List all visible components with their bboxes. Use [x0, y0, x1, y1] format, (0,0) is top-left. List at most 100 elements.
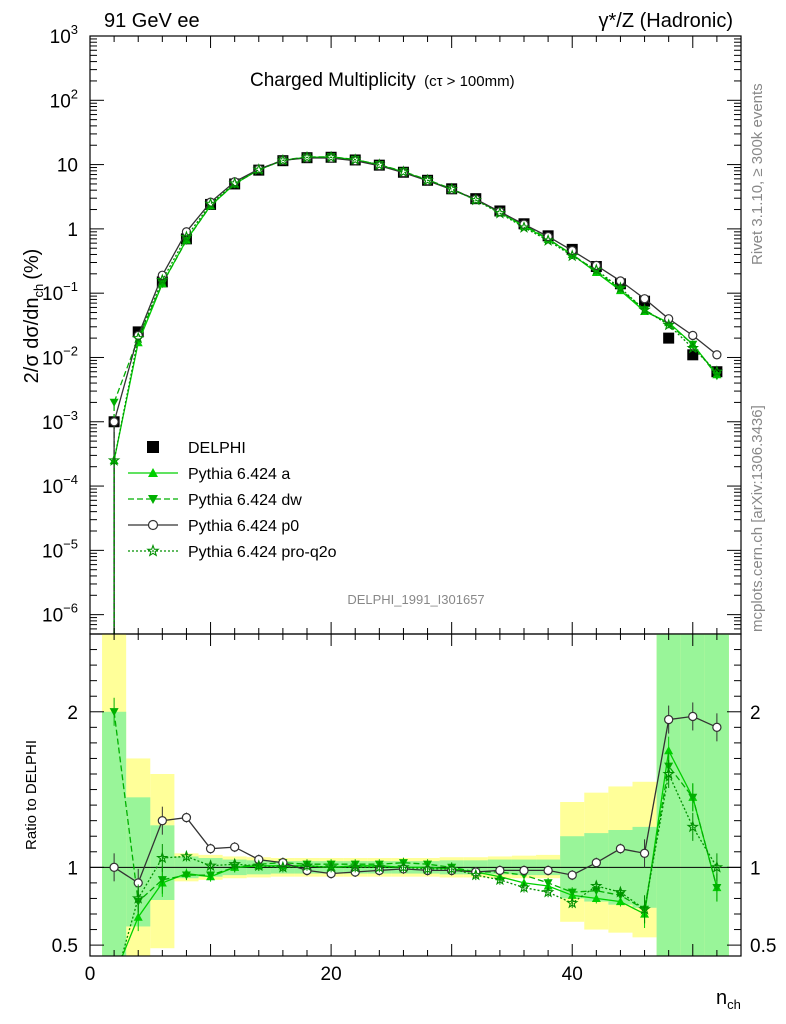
- ratio-data-point: [567, 870, 577, 880]
- ratio-data-point: [181, 812, 192, 823]
- data-point: [109, 417, 119, 427]
- ratio-data-point: [180, 849, 193, 862]
- data-point: [688, 340, 698, 349]
- ratio-data-point: [519, 865, 529, 876]
- series-pythia-6-424-dw: [109, 153, 722, 634]
- y-tick-exponent: 3: [71, 22, 78, 37]
- ratio-data-point: [397, 860, 410, 873]
- y-tick-exponent: 2: [71, 86, 78, 101]
- ratio-y-axis-label: Ratio to DELPHI: [23, 740, 40, 850]
- ratio-data-point: [348, 860, 362, 873]
- ratio-data-point: [688, 711, 698, 722]
- ratio-data-point: [591, 893, 601, 903]
- ratio-data-point: [133, 912, 143, 921]
- data-point: [445, 182, 458, 195]
- ratio-frame: [89, 633, 742, 957]
- data-point: [615, 276, 626, 286]
- x-axis-label-main: n: [716, 987, 727, 1009]
- ratio-data-point: [373, 860, 386, 873]
- ratio-data-point: [276, 860, 290, 873]
- chart-title: Charged Multiplicity (cτ > 100mm): [250, 70, 515, 91]
- y-tick-exponent: −2: [63, 343, 78, 358]
- ratio-data-point: [324, 860, 338, 873]
- legend-entry: Pythia 6.424 dw: [128, 492, 302, 509]
- ratio-series-layer: [109, 697, 724, 988]
- ratio-data-point: [469, 868, 483, 881]
- ratio-data-point: [157, 876, 167, 885]
- data-point: [565, 249, 579, 262]
- y-tick-label: 102: [50, 86, 78, 112]
- x-axis-label-sub: ch: [727, 997, 741, 1012]
- legend-marker: [148, 468, 158, 477]
- ratio-data-point: [638, 902, 651, 915]
- ratio-y-tick-label-right: 1: [750, 858, 761, 879]
- ratio-data-point: [662, 767, 675, 780]
- series-pythia-6-424-pro-q2o: [107, 150, 724, 634]
- data-point: [710, 365, 724, 377]
- y-tick-exponent: −5: [63, 536, 78, 551]
- data-point: [107, 453, 121, 466]
- data-point: [397, 165, 410, 178]
- legend-label: Pythia 6.424 p0: [188, 518, 299, 535]
- ratio-data-point: [712, 722, 722, 732]
- ratio-data-point: [591, 858, 601, 868]
- y-tick-base: 10: [42, 606, 63, 627]
- ratio-axes: 0.5 0.51 12 20 20 40: [52, 634, 776, 985]
- ratio-data-point: [493, 873, 507, 886]
- ratio-data-point: [252, 859, 266, 872]
- ratio-data-point: [131, 891, 145, 904]
- ratio-data-point: [615, 844, 626, 854]
- y-tick-base: 10: [42, 413, 63, 434]
- ratio-series-line: [113, 711, 718, 911]
- data-point: [590, 263, 603, 276]
- legend-label: DELPHI: [188, 440, 246, 457]
- y-axis-label: 2/σ dσ/dnch (%): [21, 249, 46, 384]
- header-right: γ*/Z (Hadronic): [599, 10, 733, 32]
- data-point: [493, 206, 507, 219]
- series-line: [113, 156, 718, 634]
- data-point: [131, 331, 145, 344]
- ratio-data-point: [421, 862, 434, 875]
- ratio-data-point: [156, 851, 169, 864]
- y-tick-label: 10−1: [42, 279, 78, 305]
- data-point: [348, 153, 362, 165]
- data-point: [541, 233, 555, 246]
- y-tick-exponent: −1: [63, 279, 78, 294]
- ratio-y-tick-label: 1: [67, 858, 78, 879]
- ratio-data-point: [710, 860, 724, 873]
- ratio-data-point: [110, 972, 119, 980]
- data-point: [252, 163, 266, 176]
- ratio-data-point: [639, 848, 650, 858]
- series-pythia-6-424-a: [109, 152, 722, 634]
- series-delphi: [108, 151, 723, 428]
- series-line: [113, 156, 718, 634]
- y-tick-label: 103: [50, 22, 78, 48]
- series-line: [113, 156, 718, 634]
- y-tick-exponent: −3: [63, 408, 78, 423]
- x-tick-label: 0: [85, 964, 96, 985]
- data-point: [614, 281, 627, 294]
- ratio-data-point: [205, 844, 216, 854]
- ratio-data-point: [615, 897, 625, 906]
- data-point: [300, 150, 314, 163]
- side-text-mcplots: mcplots.cern.ch [arXiv:1306.3436]: [749, 405, 766, 632]
- ratio-bands: [102, 634, 729, 956]
- y-tick-base: 1: [67, 220, 78, 241]
- series-pythia-6-424-p0: [109, 153, 722, 634]
- ratio-data-point: [109, 979, 118, 988]
- legend-marker: [148, 495, 158, 504]
- y-tick-base: 10: [50, 91, 71, 112]
- ratio-data-point: [206, 871, 216, 880]
- y-tick-label: 10−6: [42, 601, 78, 627]
- main-series-layer: [107, 150, 724, 634]
- y-tick-label: 1: [67, 220, 78, 241]
- y-axis-label-unit: (%): [21, 249, 43, 280]
- ratio-panel: 0.5 0.51 12 20 20 40 Ratio to DELPHI nch: [23, 633, 776, 1012]
- legend-marker: [147, 519, 159, 531]
- y-axis-label-sub: ch: [31, 284, 46, 298]
- ratio-y-tick-label-right: 2: [750, 703, 761, 724]
- chart-title-main: Charged Multiplicity: [250, 70, 416, 91]
- ratio-data-point: [109, 862, 119, 872]
